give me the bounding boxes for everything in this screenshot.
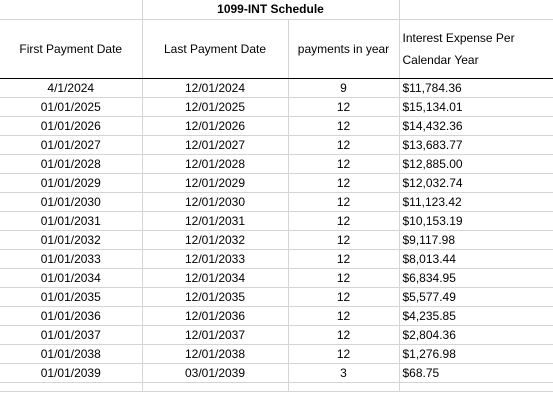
title-spacer-cell[interactable] — [399, 0, 553, 20]
table-row: 01/01/2031 12/01/2031 12 $10,153.19 — [0, 211, 553, 231]
interest-expense-cell[interactable]: $14,432.36 — [399, 116, 553, 136]
payments-in-year-cell[interactable]: 12 — [288, 249, 400, 269]
first-payment-date-cell[interactable]: 01/01/2028 — [0, 154, 143, 174]
interest-expense-cell[interactable]: $2,804.36 — [399, 325, 553, 345]
table-row: 01/01/2032 12/01/2032 12 $9,117.98 — [0, 230, 553, 250]
table-row: 4/1/2024 12/01/2024 9 $11,784.36 — [0, 78, 553, 98]
table-row: 01/01/2030 12/01/2030 12 $11,123.42 — [0, 192, 553, 212]
header-payments-in-year[interactable]: payments in year — [288, 19, 400, 79]
payments-in-year-cell[interactable]: 12 — [288, 173, 400, 193]
first-payment-date-cell[interactable]: 01/01/2030 — [0, 192, 143, 212]
payments-in-year-cell[interactable]: 12 — [288, 268, 400, 288]
payments-in-year-cell[interactable]: 12 — [288, 154, 400, 174]
first-payment-date-cell[interactable]: 01/01/2025 — [0, 97, 143, 117]
payments-in-year-cell[interactable]: 12 — [288, 135, 400, 155]
payments-in-year-cell[interactable]: 12 — [288, 306, 400, 326]
last-payment-date-cell[interactable]: 12/01/2037 — [142, 325, 289, 345]
interest-expense-cell[interactable]: $9,117.98 — [399, 230, 553, 250]
last-payment-date-cell[interactable]: 12/01/2028 — [142, 154, 289, 174]
interest-expense-cell[interactable]: $5,577.49 — [399, 287, 553, 307]
table-row: 01/01/2025 12/01/2025 12 $15,134.01 — [0, 97, 553, 117]
empty-cell[interactable] — [0, 382, 143, 392]
table-row: 01/01/2038 12/01/2038 12 $1,276.98 — [0, 344, 553, 364]
empty-cell[interactable] — [142, 382, 289, 392]
first-payment-date-cell[interactable]: 01/01/2026 — [0, 116, 143, 136]
payments-in-year-cell[interactable]: 12 — [288, 211, 400, 231]
payments-in-year-cell[interactable]: 12 — [288, 116, 400, 136]
table-row: 01/01/2039 03/01/2039 3 $68.75 — [0, 363, 553, 383]
last-payment-date-cell[interactable]: 12/01/2029 — [142, 173, 289, 193]
first-payment-date-cell[interactable]: 01/01/2034 — [0, 268, 143, 288]
table-row: 01/01/2029 12/01/2029 12 $12,032.74 — [0, 173, 553, 193]
title-spacer-cell[interactable] — [0, 0, 143, 20]
payments-in-year-cell[interactable]: 12 — [288, 325, 400, 345]
table-row: 01/01/2027 12/01/2027 12 $13,683.77 — [0, 135, 553, 155]
first-payment-date-cell[interactable]: 01/01/2033 — [0, 249, 143, 269]
interest-expense-cell[interactable]: $11,123.42 — [399, 192, 553, 212]
last-payment-date-cell[interactable]: 12/01/2025 — [142, 97, 289, 117]
payments-in-year-cell[interactable]: 12 — [288, 287, 400, 307]
first-payment-date-cell[interactable]: 01/01/2039 — [0, 363, 143, 383]
table-row: 01/01/2033 12/01/2033 12 $8,013.44 — [0, 249, 553, 269]
payments-in-year-cell[interactable]: 12 — [288, 344, 400, 364]
table-row: 01/01/2036 12/01/2036 12 $4,235.85 — [0, 306, 553, 326]
header-first-payment-date[interactable]: First Payment Date — [0, 19, 143, 79]
table-row: 01/01/2026 12/01/2026 12 $14,432.36 — [0, 116, 553, 136]
empty-cell[interactable] — [399, 382, 553, 392]
last-payment-date-cell[interactable]: 12/01/2031 — [142, 211, 289, 231]
interest-expense-cell[interactable]: $68.75 — [399, 363, 553, 383]
interest-expense-cell[interactable]: $8,013.44 — [399, 249, 553, 269]
table-row: 01/01/2034 12/01/2034 12 $6,834.95 — [0, 268, 553, 288]
first-payment-date-cell[interactable]: 01/01/2035 — [0, 287, 143, 307]
payments-in-year-cell[interactable]: 9 — [288, 78, 400, 98]
first-payment-date-cell[interactable]: 01/01/2027 — [0, 135, 143, 155]
header-interest-expense[interactable]: Interest Expense Per Calendar Year — [399, 19, 553, 79]
table-row: 01/01/2028 12/01/2028 12 $12,885.00 — [0, 154, 553, 174]
last-payment-date-cell[interactable]: 12/01/2027 — [142, 135, 289, 155]
last-payment-date-cell[interactable]: 12/01/2038 — [142, 344, 289, 364]
interest-expense-cell[interactable]: $10,153.19 — [399, 211, 553, 231]
last-payment-date-cell[interactable]: 12/01/2036 — [142, 306, 289, 326]
first-payment-date-cell[interactable]: 01/01/2031 — [0, 211, 143, 231]
payments-in-year-cell[interactable]: 12 — [288, 192, 400, 212]
first-payment-date-cell[interactable]: 4/1/2024 — [0, 78, 143, 98]
interest-expense-cell[interactable]: $15,134.01 — [399, 97, 553, 117]
interest-expense-cell[interactable]: $4,235.85 — [399, 306, 553, 326]
last-payment-date-cell[interactable]: 12/01/2033 — [142, 249, 289, 269]
title-row: 1099-INT Schedule — [0, 0, 553, 20]
interest-expense-cell[interactable]: $1,276.98 — [399, 344, 553, 364]
first-payment-date-cell[interactable]: 01/01/2029 — [0, 173, 143, 193]
first-payment-date-cell[interactable]: 01/01/2032 — [0, 230, 143, 250]
last-payment-date-cell[interactable]: 12/01/2032 — [142, 230, 289, 250]
first-payment-date-cell[interactable]: 01/01/2036 — [0, 306, 143, 326]
first-payment-date-cell[interactable]: 01/01/2038 — [0, 344, 143, 364]
last-payment-date-cell[interactable]: 12/01/2030 — [142, 192, 289, 212]
last-payment-date-cell[interactable]: 12/01/2026 — [142, 116, 289, 136]
header-last-payment-date[interactable]: Last Payment Date — [142, 19, 289, 79]
interest-schedule-table: 1099-INT Schedule First Payment Date Las… — [0, 0, 553, 392]
table-row: 01/01/2037 12/01/2037 12 $2,804.36 — [0, 325, 553, 345]
last-payment-date-cell[interactable]: 12/01/2024 — [142, 78, 289, 98]
sheet-title[interactable]: 1099-INT Schedule — [142, 0, 400, 20]
table-row: 01/01/2035 12/01/2035 12 $5,577.49 — [0, 287, 553, 307]
empty-row — [0, 382, 553, 392]
payments-in-year-cell[interactable]: 3 — [288, 363, 400, 383]
first-payment-date-cell[interactable]: 01/01/2037 — [0, 325, 143, 345]
interest-expense-cell[interactable]: $13,683.77 — [399, 135, 553, 155]
last-payment-date-cell[interactable]: 12/01/2034 — [142, 268, 289, 288]
header-row: First Payment Date Last Payment Date pay… — [0, 19, 553, 79]
empty-cell[interactable] — [288, 382, 400, 392]
last-payment-date-cell[interactable]: 03/01/2039 — [142, 363, 289, 383]
payments-in-year-cell[interactable]: 12 — [288, 230, 400, 250]
interest-expense-cell[interactable]: $6,834.95 — [399, 268, 553, 288]
interest-expense-cell[interactable]: $11,784.36 — [399, 78, 553, 98]
last-payment-date-cell[interactable]: 12/01/2035 — [142, 287, 289, 307]
interest-expense-cell[interactable]: $12,885.00 — [399, 154, 553, 174]
interest-expense-cell[interactable]: $12,032.74 — [399, 173, 553, 193]
payments-in-year-cell[interactable]: 12 — [288, 97, 400, 117]
